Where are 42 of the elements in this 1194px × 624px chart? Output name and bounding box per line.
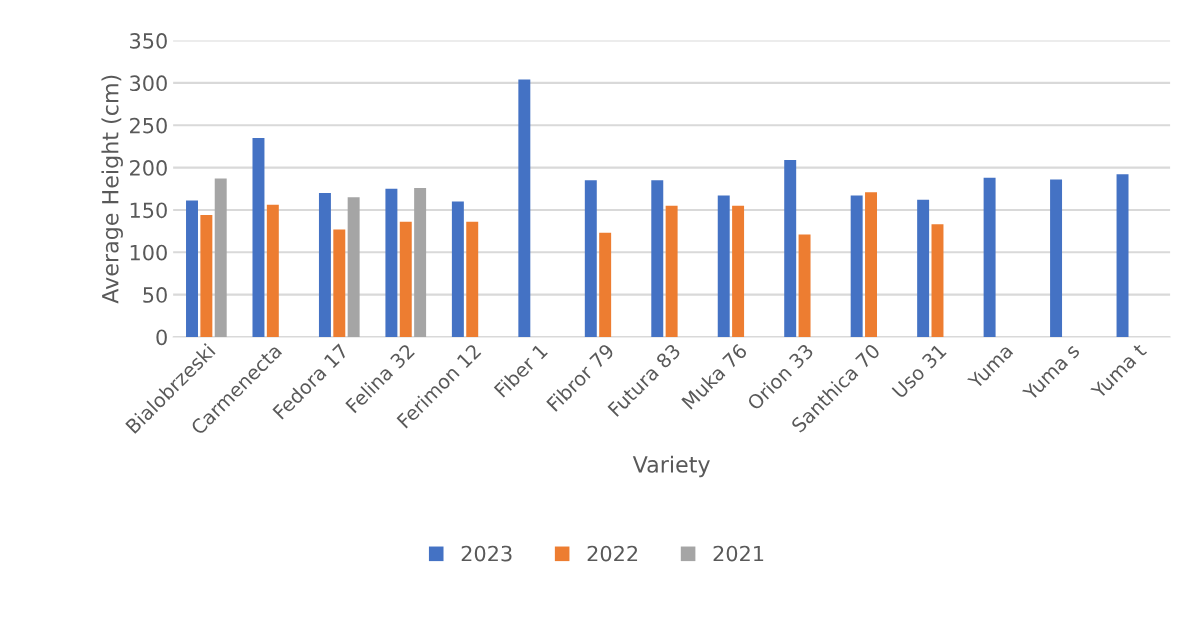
bar xyxy=(347,197,360,337)
bar xyxy=(466,221,479,337)
bar xyxy=(1050,179,1063,337)
bar xyxy=(186,200,198,337)
y-tick-label: 250 xyxy=(130,117,167,134)
y-tick-label: 100 xyxy=(130,244,167,261)
y-tick-label: 200 xyxy=(130,160,167,176)
bar xyxy=(651,180,664,337)
bar xyxy=(599,232,612,337)
bar xyxy=(333,229,346,337)
bar xyxy=(717,195,730,337)
bar xyxy=(518,79,531,337)
bar xyxy=(200,215,213,337)
bar xyxy=(798,234,811,337)
bar xyxy=(252,137,265,337)
x-axis-title: Variety xyxy=(632,455,710,478)
x-tick-label: Uso 31 xyxy=(891,343,947,399)
bar xyxy=(865,192,877,337)
legend-label: 2022 xyxy=(587,545,638,562)
bar xyxy=(399,221,412,337)
bar xyxy=(385,188,398,337)
y-tick-label: 300 xyxy=(130,75,167,92)
y-tick-label: 150 xyxy=(130,202,167,219)
bar xyxy=(850,195,863,337)
y-tick-label: 350 xyxy=(130,33,167,49)
bar xyxy=(732,205,745,337)
bar xyxy=(266,204,279,337)
bar xyxy=(983,177,996,337)
bar xyxy=(414,187,427,337)
legend-label: 2023 xyxy=(461,545,512,562)
bar xyxy=(318,192,331,337)
bar xyxy=(665,205,678,337)
y-tick-label: 50 xyxy=(143,287,167,303)
bar xyxy=(584,180,597,337)
bar xyxy=(917,199,930,337)
bar xyxy=(1116,174,1129,337)
y-axis-title: Average Height (cm) xyxy=(101,75,123,304)
bar xyxy=(214,178,227,337)
legend-label: 2021 xyxy=(713,545,764,562)
bar xyxy=(931,224,944,337)
bar xyxy=(784,159,797,337)
bar xyxy=(451,201,464,337)
